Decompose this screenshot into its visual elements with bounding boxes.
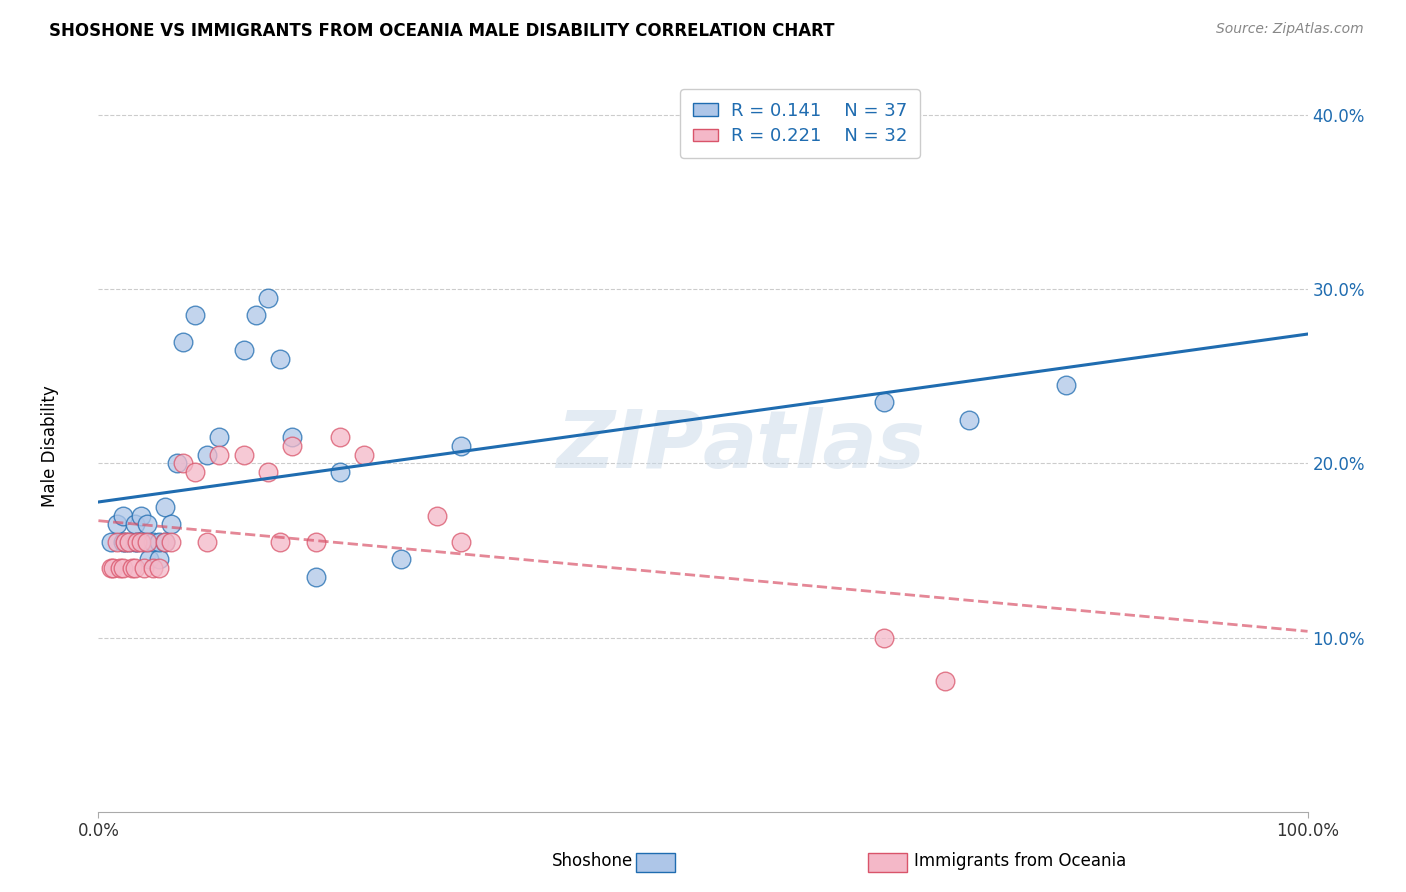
Point (111, 534, 134, 549)
Point (166, 457, 188, 471)
Point (329, 465, 352, 479)
Point (153, 500, 176, 514)
Point (873, 631, 896, 645)
Point (269, 351, 291, 366)
Point (108, 561, 131, 575)
Point (195, 448, 218, 462)
Text: SHOSHONE VS IMMIGRANTS FROM OCEANIA MALE DISABILITY CORRELATION CHART: SHOSHONE VS IMMIGRANTS FROM OCEANIA MALE… (49, 22, 835, 40)
Point (256, 291, 278, 305)
Point (111, 561, 134, 575)
Point (124, 561, 146, 575)
Point (957, 413, 980, 427)
Text: Shoshone: Shoshone (551, 852, 633, 870)
Point (118, 534, 141, 549)
Point (127, 534, 149, 549)
Point (281, 439, 304, 453)
Point (129, 508, 152, 523)
Point (138, 552, 160, 566)
Point (105, 534, 128, 549)
Point (148, 534, 170, 549)
Point (389, 552, 412, 566)
Point (269, 534, 291, 549)
Point (124, 534, 146, 549)
Point (142, 534, 165, 549)
Point (142, 561, 165, 575)
Point (105, 517, 128, 532)
Point (281, 430, 304, 444)
Point (184, 309, 207, 323)
Point (305, 534, 328, 549)
Point (353, 448, 375, 462)
Point (114, 534, 136, 549)
Point (873, 395, 896, 409)
Point (124, 517, 146, 532)
Legend: R = 0.141    N = 37, R = 0.221    N = 32: R = 0.141 N = 37, R = 0.221 N = 32 (681, 89, 920, 158)
Point (101, 561, 124, 575)
Text: Male Disability: Male Disability (41, 385, 59, 507)
Point (100, 534, 122, 549)
Point (195, 534, 218, 549)
Point (160, 534, 183, 549)
Point (450, 534, 472, 549)
Point (134, 534, 156, 549)
Point (111, 508, 134, 523)
Text: ZIP: ZIP (555, 407, 703, 485)
Text: Immigrants from Oceania: Immigrants from Oceania (914, 852, 1126, 870)
Point (450, 439, 472, 453)
Point (208, 430, 231, 444)
Point (305, 569, 328, 583)
Point (172, 457, 194, 471)
Point (245, 309, 267, 323)
Point (129, 534, 152, 549)
Point (232, 448, 254, 462)
Point (184, 465, 207, 479)
Point (118, 534, 141, 549)
Point (135, 534, 157, 549)
Point (1054, 378, 1077, 392)
Point (135, 534, 157, 549)
Point (329, 430, 352, 444)
Point (114, 534, 136, 549)
Text: atlas: atlas (703, 407, 925, 485)
Point (148, 561, 170, 575)
Point (127, 534, 149, 549)
Point (121, 561, 143, 575)
Point (153, 534, 176, 549)
Point (160, 517, 183, 532)
Point (426, 508, 449, 523)
Point (934, 674, 956, 689)
Point (208, 448, 231, 462)
Point (134, 561, 156, 575)
Point (256, 465, 278, 479)
Point (100, 561, 122, 575)
Point (148, 552, 170, 566)
Point (232, 343, 254, 358)
Text: Source: ZipAtlas.com: Source: ZipAtlas.com (1216, 22, 1364, 37)
Point (135, 517, 157, 532)
Point (172, 334, 194, 349)
Point (153, 534, 176, 549)
